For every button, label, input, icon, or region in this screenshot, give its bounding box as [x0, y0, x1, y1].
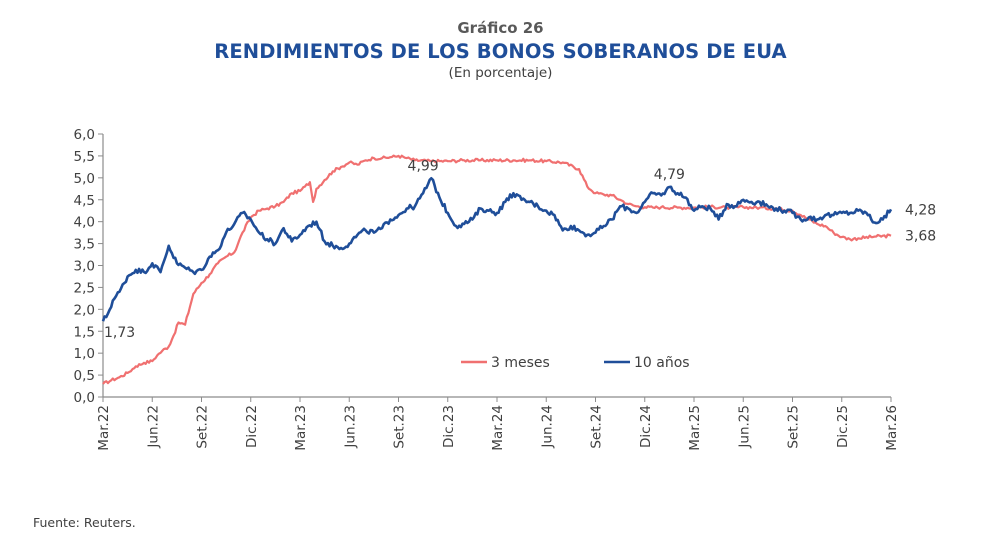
series-line-three-month — [102, 154, 892, 385]
y-tick-label: 6,0 — [74, 127, 95, 143]
x-tick-label: Mar.25 — [687, 405, 703, 451]
legend: 3 meses 10 años — [461, 355, 690, 371]
series-layer — [101, 154, 893, 385]
y-tick-label: 1,0 — [74, 346, 95, 362]
y-tick-label: 3,0 — [74, 259, 95, 275]
x-tick-label: Mar.26 — [884, 405, 900, 451]
y-tick-label: 4,0 — [74, 215, 95, 231]
chart-subtitle: (En porcentaje) — [448, 65, 553, 81]
y-tick-label: 0,0 — [74, 390, 95, 406]
x-tick-label: Jun.25 — [736, 405, 752, 449]
x-tick-label: Dic.24 — [638, 405, 654, 448]
x-tick-label: Mar.22 — [96, 405, 112, 451]
annotation-layer: 1,73 4,99 4,79 4,28 3,68 — [104, 158, 936, 341]
legend-label: 10 años — [634, 355, 690, 371]
data-label: 4,79 — [654, 167, 685, 183]
x-tick-label: Set.23 — [392, 405, 408, 449]
x-tick-label: Dic.23 — [441, 405, 457, 448]
y-axis: 0,0 0,5 1,0 1,5 2,0 2,5 3,0 3,5 4,0 4,5 5,0 5,5 6,0 — [74, 127, 104, 406]
x-tick-label: Dic.22 — [244, 405, 260, 448]
x-tick-label: Set.25 — [786, 405, 802, 449]
x-tick-label: Dic.25 — [835, 405, 851, 448]
x-tick-label: Mar.24 — [490, 405, 506, 451]
y-tick-label: 2,0 — [74, 302, 95, 318]
x-tick-label: Mar.23 — [293, 405, 309, 451]
x-axis: Mar.22 Jun.22 Set.22 Dic.22 Mar.23 Jun.23 Set.… — [96, 396, 900, 451]
data-label: 4,28 — [905, 202, 936, 218]
x-tick-label: Set.24 — [589, 405, 605, 449]
y-tick-label: 1,5 — [74, 324, 95, 340]
y-tick-label: 5,0 — [74, 171, 95, 187]
y-tick-label: 2,5 — [74, 280, 95, 296]
legend-label: 3 meses — [491, 355, 550, 371]
series-line-ten-year — [101, 177, 893, 322]
y-tick-label: 0,5 — [74, 368, 95, 384]
y-tick-label: 4,5 — [74, 193, 95, 209]
chart-number: Gráfico 26 — [457, 19, 544, 37]
data-label: 1,73 — [104, 325, 135, 341]
source-note: Fuente: Reuters. — [33, 515, 136, 530]
x-tick-label: Jun.24 — [539, 405, 555, 449]
chart-title: RENDIMIENTOS DE LOS BONOS SOBERANOS DE E… — [214, 40, 787, 63]
data-label: 3,68 — [905, 229, 936, 245]
x-tick-label: Jun.23 — [342, 405, 358, 449]
data-label: 4,99 — [408, 158, 439, 174]
x-tick-label: Set.22 — [195, 405, 211, 449]
y-tick-label: 3,5 — [74, 237, 95, 253]
x-tick-label: Jun.22 — [145, 405, 161, 449]
y-tick-label: 5,5 — [74, 149, 95, 165]
